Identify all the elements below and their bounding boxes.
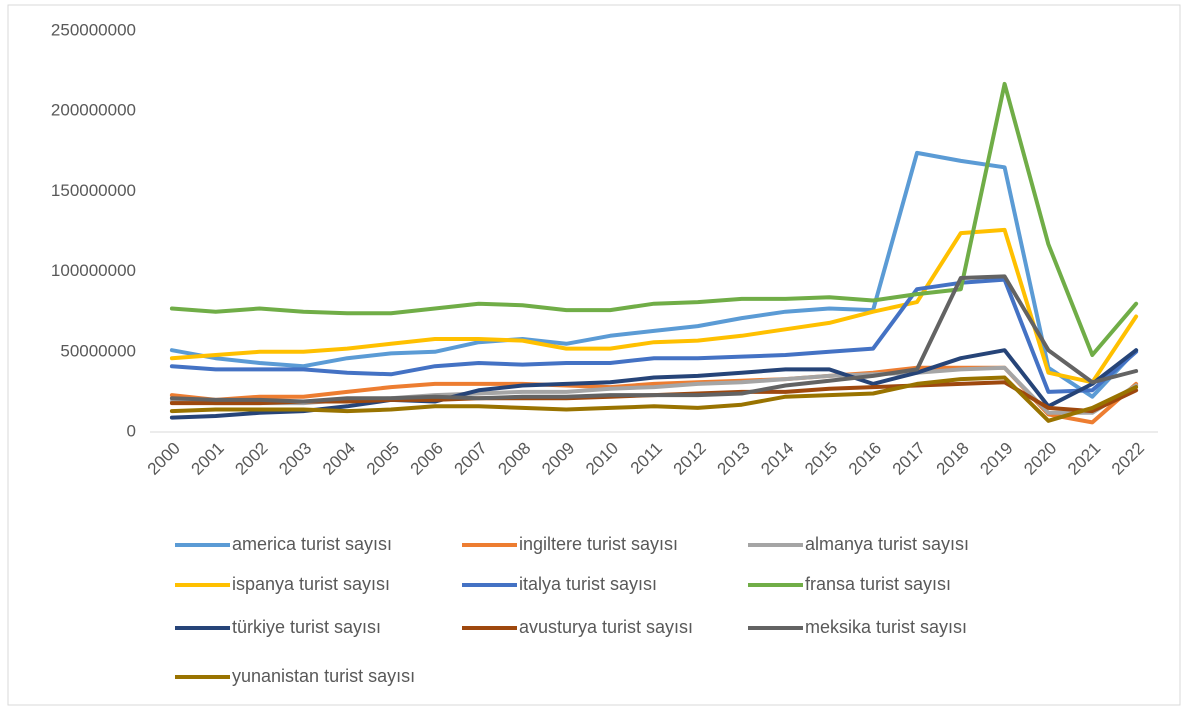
series-line <box>169 150 1139 399</box>
y-tick-label: 250000000 <box>51 20 136 39</box>
series-line <box>169 277 1139 394</box>
y-tick-label: 50000000 <box>60 341 136 360</box>
series-line <box>169 227 1139 385</box>
y-tick-label: 200000000 <box>51 101 136 120</box>
y-tick-label: 150000000 <box>51 181 136 200</box>
series-line <box>169 348 1139 420</box>
legend-label: türkiye turist sayısı <box>232 617 381 637</box>
legend-label: avusturya turist sayısı <box>519 617 693 637</box>
legend-label: italya turist sayısı <box>519 574 657 594</box>
series-line <box>169 274 1139 404</box>
legend-label: meksika turist sayısı <box>805 617 967 637</box>
series-line <box>169 81 1139 357</box>
legend-label: fransa turist sayısı <box>805 574 951 594</box>
legend-label: almanya turist sayısı <box>805 534 969 554</box>
legend-label: ispanya turist sayısı <box>232 574 390 594</box>
legend-label: yunanistan turist sayısı <box>232 666 415 686</box>
chart-border <box>7 4 1181 706</box>
series-line <box>169 375 1139 423</box>
legend-label: ingiltere turist sayısı <box>519 534 678 554</box>
y-tick-label: 0 <box>127 421 136 440</box>
y-tick-label: 100000000 <box>51 261 136 280</box>
legend-label: america turist sayısı <box>232 534 392 554</box>
